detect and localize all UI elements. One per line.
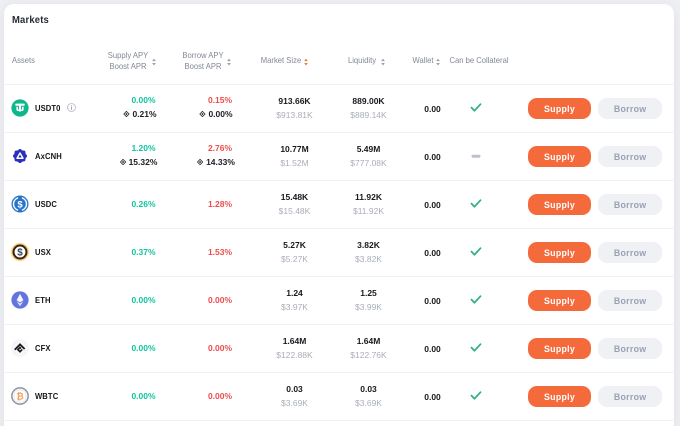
svg-text:$: $ bbox=[17, 199, 23, 210]
svg-text:$: $ bbox=[17, 247, 23, 258]
svg-text:₿: ₿ bbox=[16, 391, 23, 401]
